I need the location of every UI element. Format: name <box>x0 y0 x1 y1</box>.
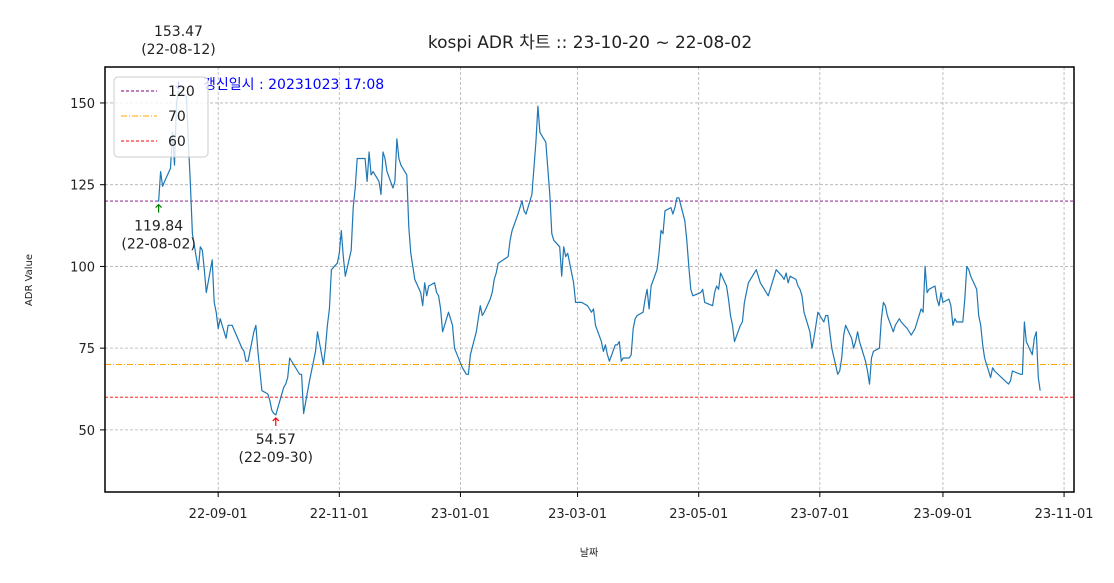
update-timestamp: 갱신일시 : 20231023 17:08 <box>203 77 384 93</box>
annotation-arrowhead <box>155 203 163 208</box>
x-tick-label: 23-03-01 <box>548 507 607 522</box>
annotation-value: 54.57 <box>256 432 296 448</box>
x-tick-label: 22-09-01 <box>189 507 248 522</box>
y-tick-label: 125 <box>70 179 95 194</box>
annotation-date: (22-08-12) <box>141 42 215 58</box>
y-tick-label: 50 <box>78 424 95 439</box>
annotation-arrowhead <box>272 417 280 422</box>
y-tick-label: 75 <box>78 342 95 357</box>
reference-lines <box>105 200 1074 398</box>
annotation-date: (22-09-30) <box>239 450 313 466</box>
y-tick-label: 100 <box>70 260 95 275</box>
grid <box>105 67 1074 492</box>
annotation-date: (22-08-02) <box>121 237 195 253</box>
plot-frame <box>104 66 1075 493</box>
chart-title: kospi ADR 차트 :: 23-10-20 ~ 22-08-02 <box>428 33 752 53</box>
axis-ticks: 22-09-01 22-11-01 23-01-01 23-03-01 23-05-01… <box>70 97 1093 522</box>
legend-label-60: 60 <box>168 134 186 150</box>
annotations: 153.47 (22-08-12) 119.84 (22-08-02) 54.57 (22… <box>121 24 313 466</box>
x-tick-label: 23-11-01 <box>1035 507 1094 522</box>
y-axis-label: ADR Value <box>24 254 35 306</box>
annotation-value: 153.47 <box>154 24 203 40</box>
x-tick-label: 23-05-01 <box>669 507 728 522</box>
legend-box <box>113 76 209 158</box>
x-tick-label: 22-11-01 <box>310 507 369 522</box>
legend-label-70: 70 <box>168 109 186 125</box>
legend-label-120: 120 <box>168 84 195 100</box>
x-tick-label: 23-01-01 <box>431 507 490 522</box>
annotation-value: 119.84 <box>134 219 183 235</box>
x-tick-label: 23-09-01 <box>913 507 972 522</box>
legend: 120 70 60 <box>113 76 209 158</box>
x-tick-label: 23-07-01 <box>790 507 849 522</box>
series-layer <box>158 90 1041 416</box>
y-tick-label: 150 <box>70 97 95 112</box>
series-line-0 <box>158 90 1041 416</box>
x-axis-label: 날짜 <box>580 547 598 559</box>
